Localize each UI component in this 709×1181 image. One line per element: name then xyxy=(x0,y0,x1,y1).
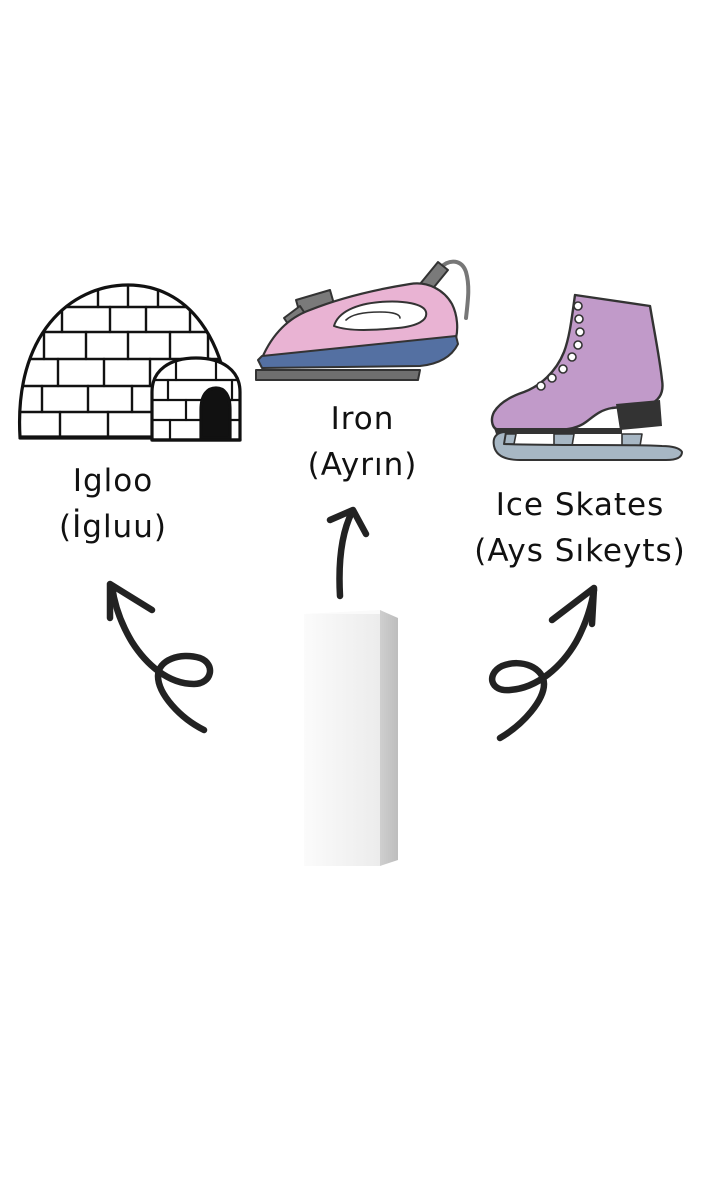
iron-label: Iron (Ayrın) xyxy=(270,396,455,488)
iron-word: Iron xyxy=(330,401,395,437)
skates-pronunciation: (Ays Sıkeyts) xyxy=(474,533,686,569)
ice-skate-icon xyxy=(490,293,683,461)
ice-block-icon xyxy=(304,610,398,866)
igloo-icon xyxy=(17,283,242,442)
arrow-icon xyxy=(106,580,214,734)
iron-pronunciation: (Ayrın) xyxy=(307,447,418,483)
arrow-icon xyxy=(326,506,370,600)
igloo-pronunciation: (İgluu) xyxy=(59,509,167,545)
skates-word: Ice Skates xyxy=(495,487,665,523)
igloo-label: Igloo (İgluu) xyxy=(28,458,198,550)
arrow-icon xyxy=(488,584,598,742)
iron-icon xyxy=(255,259,471,381)
skates-label: Ice Skates (Ays Sıkeyts) xyxy=(455,482,705,574)
igloo-word: Igloo xyxy=(72,463,154,499)
